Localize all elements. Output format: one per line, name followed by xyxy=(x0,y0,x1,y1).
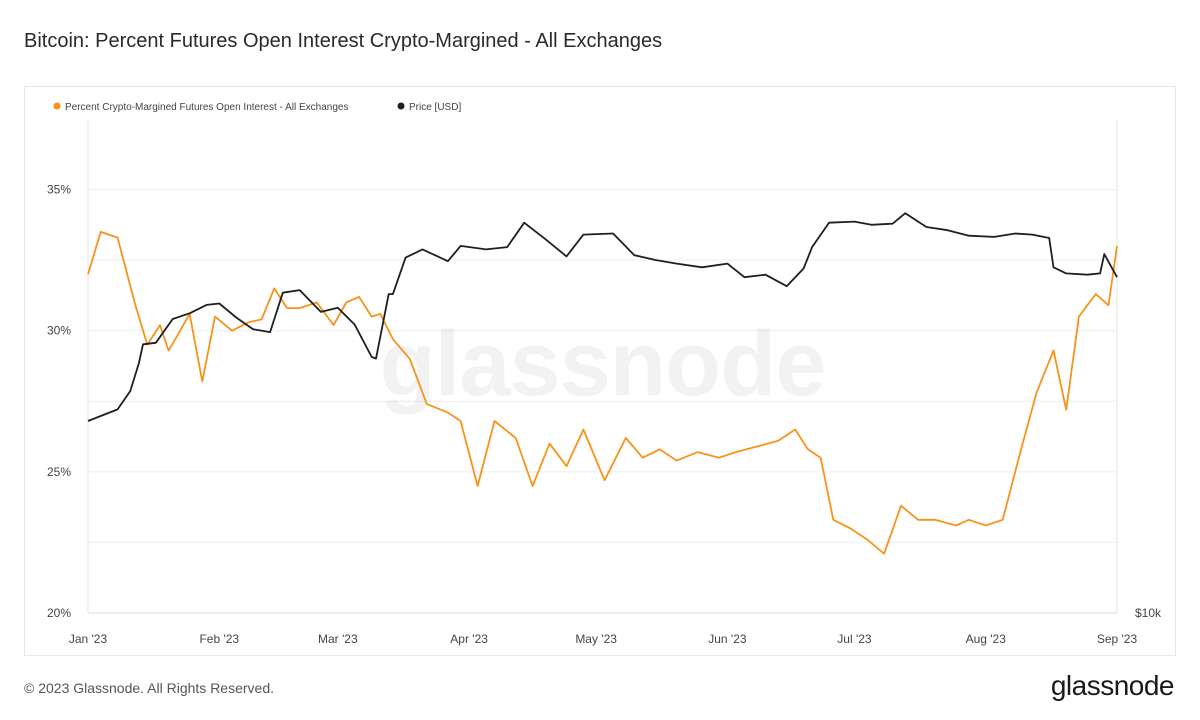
legend-oi-label: Percent Crypto-Margined Futures Open Int… xyxy=(65,102,348,113)
y-axis-tick-label: 35% xyxy=(47,183,71,197)
x-axis-tick-label: Sep '23 xyxy=(1097,632,1138,646)
x-axis-tick-label: May '23 xyxy=(575,632,617,646)
copyright-text: © 2023 Glassnode. All Rights Reserved. xyxy=(24,680,275,696)
x-axis-tick-label: Jun '23 xyxy=(708,632,747,646)
x-axis-tick-label: Jan '23 xyxy=(69,632,108,646)
page-title: Bitcoin: Percent Futures Open Interest C… xyxy=(24,30,663,52)
legend-price-label: Price [USD] xyxy=(409,102,461,113)
y-right-tick-label: $10k xyxy=(1135,606,1162,620)
chart-panel: glassnode 20% 25% 30% 35% $10k Jan '23 Feb '23 M… xyxy=(24,86,1176,656)
x-axis-tick-label: Mar '23 xyxy=(318,632,358,646)
y-axis-tick-label: 25% xyxy=(47,465,71,479)
watermark-text: glassnode xyxy=(379,313,825,415)
legend-marker xyxy=(53,102,61,110)
x-axis-tick-label: Feb '23 xyxy=(199,632,239,646)
glassnode-logo: glassnode xyxy=(1050,670,1175,701)
x-axis-tick-label: Apr '23 xyxy=(450,632,488,646)
x-axis-tick-label: Jul '23 xyxy=(837,632,872,646)
chart-plot: glassnode 20% 25% 30% 35% $10k Jan '23 Feb '23 M… xyxy=(47,102,1162,646)
y-axis-tick-label: 20% xyxy=(47,606,71,620)
y-axis-tick-label: 30% xyxy=(47,324,71,338)
oi-percent-line xyxy=(87,230,1118,555)
price-line xyxy=(87,212,1118,422)
legend-marker xyxy=(397,102,405,110)
x-axis-tick-label: Aug '23 xyxy=(966,632,1007,646)
